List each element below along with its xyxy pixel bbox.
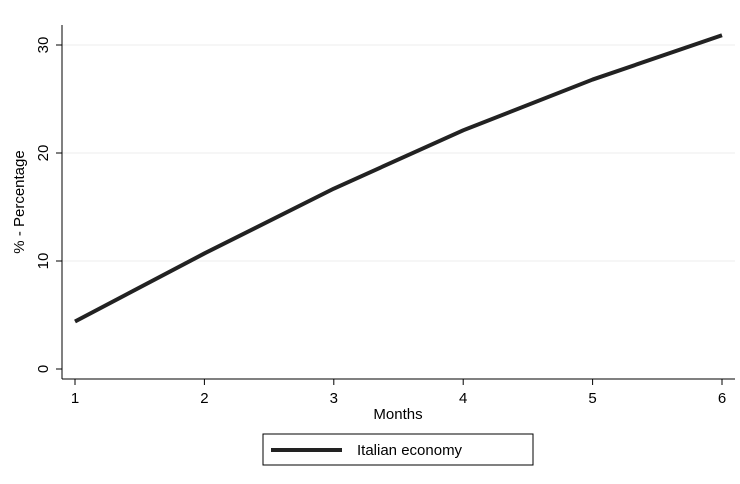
y-axis-ticks: 0 10 20 30 (35, 37, 62, 373)
legend: Italian economy (262, 433, 534, 466)
series-line (74, 33, 723, 324)
x-tick-label: 5 (588, 390, 596, 407)
x-tick-label: 1 (71, 390, 79, 407)
x-tick-label: 2 (200, 390, 208, 407)
x-tick-label: 4 (459, 390, 467, 407)
y-tick-label: 10 (35, 253, 52, 270)
legend-label: Italian economy (357, 442, 463, 459)
y-tick-label: 0 (35, 365, 52, 373)
gridlines (62, 44, 735, 262)
y-tick-label: 30 (35, 37, 52, 54)
y-axis-title: % - Percentage (11, 150, 28, 253)
series-layer (74, 33, 723, 324)
y-tick-label: 20 (35, 145, 52, 162)
x-axis-title: Months (373, 406, 422, 423)
x-tick-label: 6 (718, 390, 726, 407)
x-tick-label: 3 (330, 390, 338, 407)
x-axis-ticks: 1 2 3 4 5 6 (71, 379, 726, 407)
